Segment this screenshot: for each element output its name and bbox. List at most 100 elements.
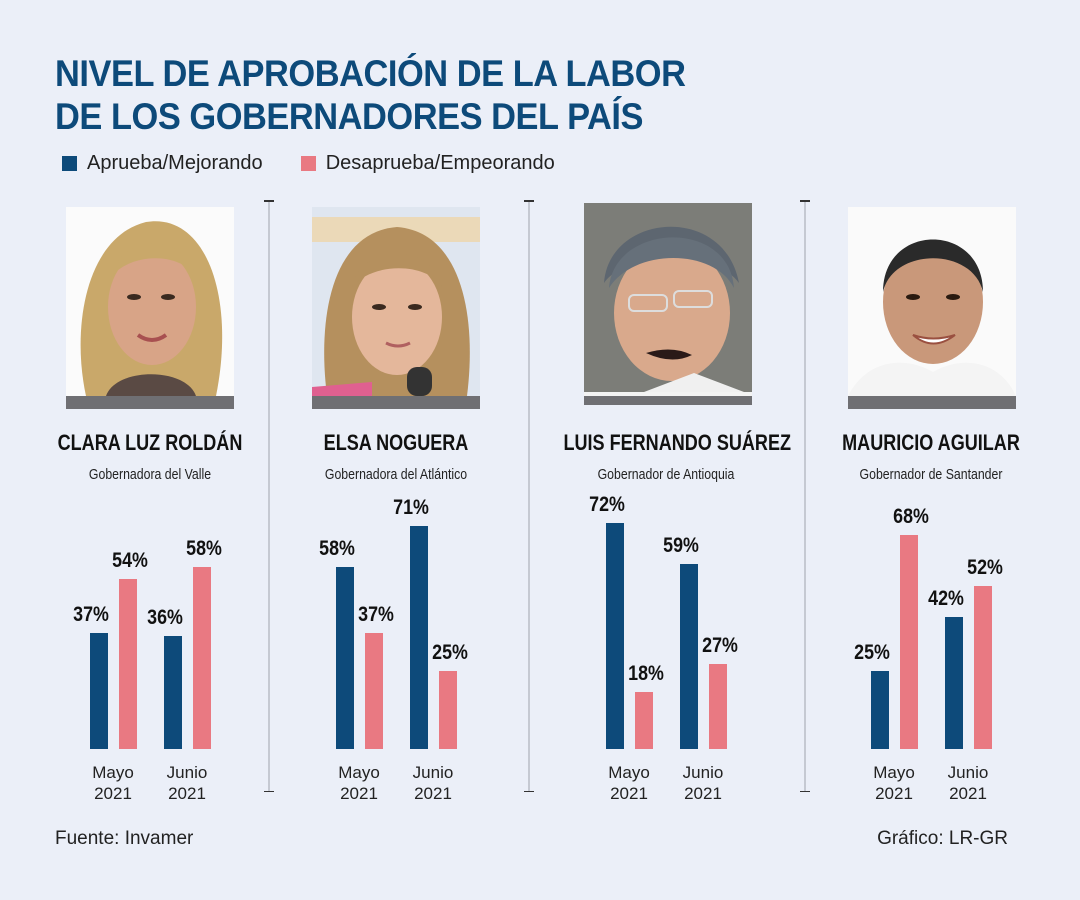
portrait-icon (312, 207, 480, 396)
bar-chart: 58% 37% Mayo 2021 71% 25% Junio 2021 (271, 490, 521, 810)
x-tick-label: Mayo 2021 (78, 762, 148, 804)
governor-photo (848, 207, 1016, 409)
x-tick-label-line: Junio (412, 763, 454, 782)
bar-approve (90, 632, 108, 749)
x-tick-label-line: Junio (682, 763, 724, 782)
bar-value-label: 27% (702, 634, 738, 658)
governor-panel: MAURICIO AGUILAR Gobernador de Santander… (806, 0, 1056, 900)
x-tick-label: Junio 2021 (668, 762, 738, 804)
x-tick-label: Mayo 2021 (859, 762, 929, 804)
bar-value-label: 58% (319, 536, 355, 560)
panel-divider (800, 200, 810, 792)
legend-item-disapprove: Desaprueba/Empeorando (300, 152, 555, 175)
x-tick-label-line: 2021 (340, 784, 378, 803)
bar-value-label: 58% (186, 536, 222, 560)
x-tick-label-line: 2021 (610, 784, 648, 803)
portrait-icon (584, 203, 752, 392)
x-tick-label: Junio 2021 (152, 762, 222, 804)
governor-role: Gobernadora del Valle (88, 466, 212, 483)
governor-panel: CLARA LUZ ROLDÁN Gobernadora del Valle 3… (25, 0, 275, 900)
x-tick-label: Junio 2021 (398, 762, 468, 804)
x-tick-label-line: 2021 (168, 784, 206, 803)
photo-caption-bar (66, 396, 234, 409)
title-line-2: DE LOS GOBERNADORES DEL PAÍS (55, 96, 643, 137)
x-tick-label-line: 2021 (949, 784, 987, 803)
divider-cap (800, 790, 810, 792)
portrait-icon (66, 207, 234, 396)
x-tick-label-line: 2021 (875, 784, 913, 803)
x-tick-label: Mayo 2021 (324, 762, 394, 804)
photo-caption-bar (312, 396, 480, 409)
portrait-icon (848, 207, 1016, 396)
title-line-1: NIVEL DE APROBACIÓN DE LA LABOR (55, 53, 686, 94)
divider-cap (524, 200, 534, 202)
bar-value-label: 18% (628, 662, 664, 686)
bar-approve (410, 526, 428, 749)
bar-value-label: 54% (112, 549, 148, 573)
photo-caption-bar (584, 396, 752, 405)
bar-approve (164, 635, 182, 749)
governor-photo (66, 207, 234, 409)
bar-value-label: 37% (73, 602, 109, 626)
bar-disapprove (974, 585, 992, 749)
chart-title: NIVEL DE APROBACIÓN DE LA LABOR DE LOS G… (55, 52, 686, 138)
bar-disapprove (119, 579, 137, 749)
bar-disapprove (365, 632, 383, 749)
divider-cap (524, 790, 534, 792)
bar-approve (606, 522, 624, 749)
bar-value-label: 59% (663, 533, 699, 557)
bar-value-label: 68% (893, 505, 929, 529)
bar-disapprove (635, 692, 653, 749)
divider-cap (800, 200, 810, 202)
x-tick-label-line: Mayo (92, 763, 134, 782)
bar-disapprove (193, 566, 211, 749)
governor-panel: LUIS FERNANDO SUÁREZ Gobernador de Antio… (541, 0, 791, 900)
governor-name: ELSA NOGUERA (323, 430, 469, 455)
panel-divider (264, 200, 274, 792)
legend-swatch-approve (62, 156, 77, 171)
governor-name: MAURICIO AGUILAR (842, 430, 1020, 455)
governor-photo (584, 203, 752, 405)
divider-cap (264, 200, 274, 202)
x-tick-label-line: Junio (947, 763, 989, 782)
bar-approve (336, 566, 354, 749)
legend-item-approve: Aprueba/Mejorando (62, 152, 263, 175)
x-tick-label-line: 2021 (684, 784, 722, 803)
photo-caption-bar (848, 396, 1016, 409)
x-tick-label-line: Mayo (338, 763, 380, 782)
bar-disapprove (709, 664, 727, 749)
bar-chart: 72% 18% Mayo 2021 59% 27% Junio 2021 (541, 490, 791, 810)
x-tick-label: Mayo 2021 (594, 762, 664, 804)
bar-chart: 25% 68% Mayo 2021 42% 52% Junio 2021 (806, 490, 1056, 810)
bar-disapprove (439, 670, 457, 749)
bar-approve (871, 670, 889, 749)
x-tick-label-line: 2021 (414, 784, 452, 803)
bar-value-label: 36% (147, 605, 183, 629)
governor-photo (312, 207, 480, 409)
bar-value-label: 25% (854, 640, 890, 664)
governor-role: Gobernadora del Atlántico (324, 466, 468, 483)
divider-cap (264, 790, 274, 792)
legend-label-disapprove: Desaprueba/Empeorando (325, 152, 555, 174)
graphic-credit: Gráfico: LR-GR (877, 828, 1008, 849)
bar-disapprove (900, 535, 918, 749)
bar-chart: 37% 54% Mayo 2021 36% 58% Junio 2021 (25, 490, 275, 810)
bar-value-label: 25% (432, 640, 468, 664)
bar-value-label: 37% (358, 602, 394, 626)
panel-divider (524, 200, 534, 792)
governor-role: Gobernador de Antioquia (597, 466, 735, 483)
legend-label-approve: Aprueba/Mejorando (87, 152, 263, 174)
x-tick-label-line: Mayo (608, 763, 650, 782)
legend: Aprueba/Mejorando Desaprueba/Empeorando (62, 152, 593, 175)
x-tick-label-line: Junio (166, 763, 208, 782)
legend-swatch-disapprove (300, 156, 316, 171)
bar-value-label: 71% (393, 496, 429, 520)
governor-name: CLARA LUZ ROLDÁN (57, 430, 243, 455)
governor-name: LUIS FERNANDO SUÁREZ (563, 430, 792, 455)
bar-value-label: 72% (589, 492, 625, 516)
x-tick-label: Junio 2021 (933, 762, 1003, 804)
x-tick-label-line: 2021 (94, 784, 132, 803)
bar-approve (945, 617, 963, 749)
governor-role: Gobernador de Santander (859, 466, 1003, 483)
bar-value-label: 42% (928, 587, 964, 611)
